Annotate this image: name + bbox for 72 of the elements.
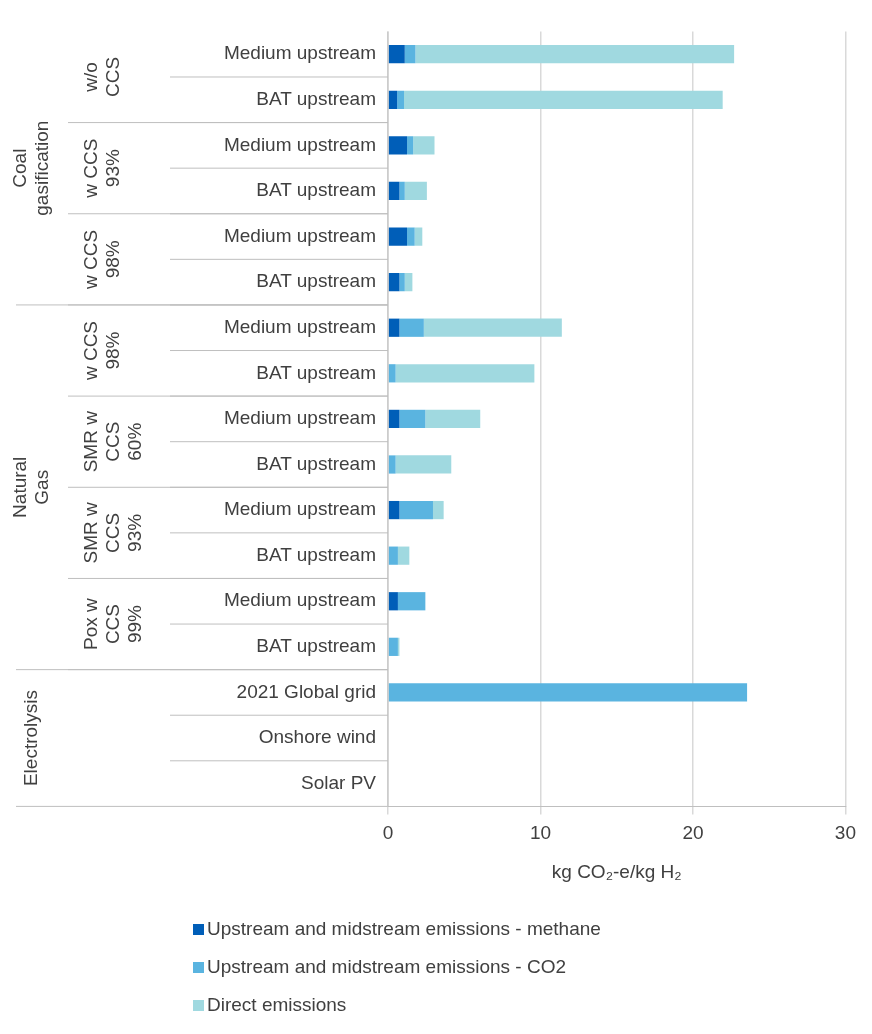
bar bbox=[388, 409, 400, 429]
legend-label: Upstream and midstream emissions - methane bbox=[207, 918, 601, 940]
bar bbox=[395, 364, 535, 383]
x-tick-label: 0 bbox=[382, 822, 394, 844]
bar bbox=[397, 546, 410, 565]
bar bbox=[399, 500, 433, 520]
bar bbox=[404, 181, 427, 201]
legend-label: Upstream and midstream emissions - CO2 bbox=[207, 956, 566, 978]
y-tick-label: BAT upstream bbox=[256, 270, 376, 292]
y-tick-label: Solar PV bbox=[301, 771, 377, 793]
legend-label: Direct emissions bbox=[207, 994, 347, 1016]
text: w/o CCS bbox=[80, 56, 124, 98]
bar bbox=[423, 318, 562, 337]
bar bbox=[399, 181, 405, 201]
x-tick-label: 10 bbox=[529, 822, 552, 844]
x-tick-label: 30 bbox=[834, 822, 856, 844]
bar bbox=[388, 546, 398, 565]
bar bbox=[395, 455, 452, 474]
y-tick-label: Medium upstream bbox=[223, 224, 376, 246]
bar bbox=[388, 318, 400, 337]
bar bbox=[425, 409, 481, 429]
bar bbox=[415, 45, 735, 64]
y-tick-label: BAT upstream bbox=[256, 88, 376, 110]
bar bbox=[407, 136, 414, 155]
bar bbox=[388, 683, 748, 702]
bar bbox=[432, 500, 444, 520]
bar bbox=[388, 227, 408, 246]
y-tick-label: Medium upstream bbox=[223, 498, 376, 520]
y-tick-label: Medium upstream bbox=[223, 133, 376, 155]
bar bbox=[399, 273, 405, 292]
bar bbox=[404, 273, 413, 292]
text: w CCS 98% bbox=[80, 320, 124, 382]
bar bbox=[388, 273, 400, 292]
y-tick-label: Medium upstream bbox=[223, 315, 376, 337]
x-axis-title: kg CO₂-e/kg H₂ bbox=[551, 860, 682, 882]
y-tick-label: BAT upstream bbox=[256, 361, 376, 383]
bar bbox=[399, 318, 424, 337]
bar bbox=[388, 90, 398, 109]
bar bbox=[388, 592, 398, 611]
y-tick-label: BAT upstream bbox=[256, 179, 376, 201]
y-tick-label: BAT upstream bbox=[256, 635, 376, 657]
bar bbox=[388, 637, 398, 656]
y-tick-label: Medium upstream bbox=[223, 589, 376, 611]
bar bbox=[388, 181, 400, 201]
bar bbox=[388, 45, 405, 64]
text: w CCS 98% bbox=[80, 229, 124, 290]
text: Natural Gas bbox=[9, 456, 53, 518]
bar bbox=[404, 45, 416, 64]
y-tick-label: Onshore wind bbox=[258, 726, 376, 748]
y-tick-label: BAT upstream bbox=[256, 543, 376, 565]
bar bbox=[404, 90, 723, 109]
y-tick-label: Medium upstream bbox=[223, 407, 376, 429]
bar bbox=[407, 227, 415, 246]
y-tick-label: BAT upstream bbox=[256, 452, 376, 474]
bar bbox=[388, 136, 408, 155]
bar bbox=[388, 455, 396, 474]
bar bbox=[414, 227, 423, 246]
text: Coal gasification bbox=[9, 120, 53, 216]
text: w CCS 93% bbox=[80, 138, 124, 199]
text: Pox w CCS 99% bbox=[80, 597, 146, 650]
y-tick-label: Medium upstream bbox=[223, 42, 376, 64]
bar bbox=[388, 364, 396, 383]
bar bbox=[388, 500, 400, 520]
text: Electrolysis bbox=[20, 689, 42, 787]
text: SMR w CCS 60% bbox=[80, 410, 146, 473]
y-tick-label: 2021 Global grid bbox=[236, 680, 376, 702]
bar bbox=[397, 90, 405, 109]
x-tick-label: 20 bbox=[682, 822, 704, 844]
bar bbox=[399, 409, 426, 429]
bar bbox=[413, 136, 435, 155]
text: SMR w CCS 93% bbox=[80, 501, 146, 564]
bar bbox=[397, 592, 426, 611]
